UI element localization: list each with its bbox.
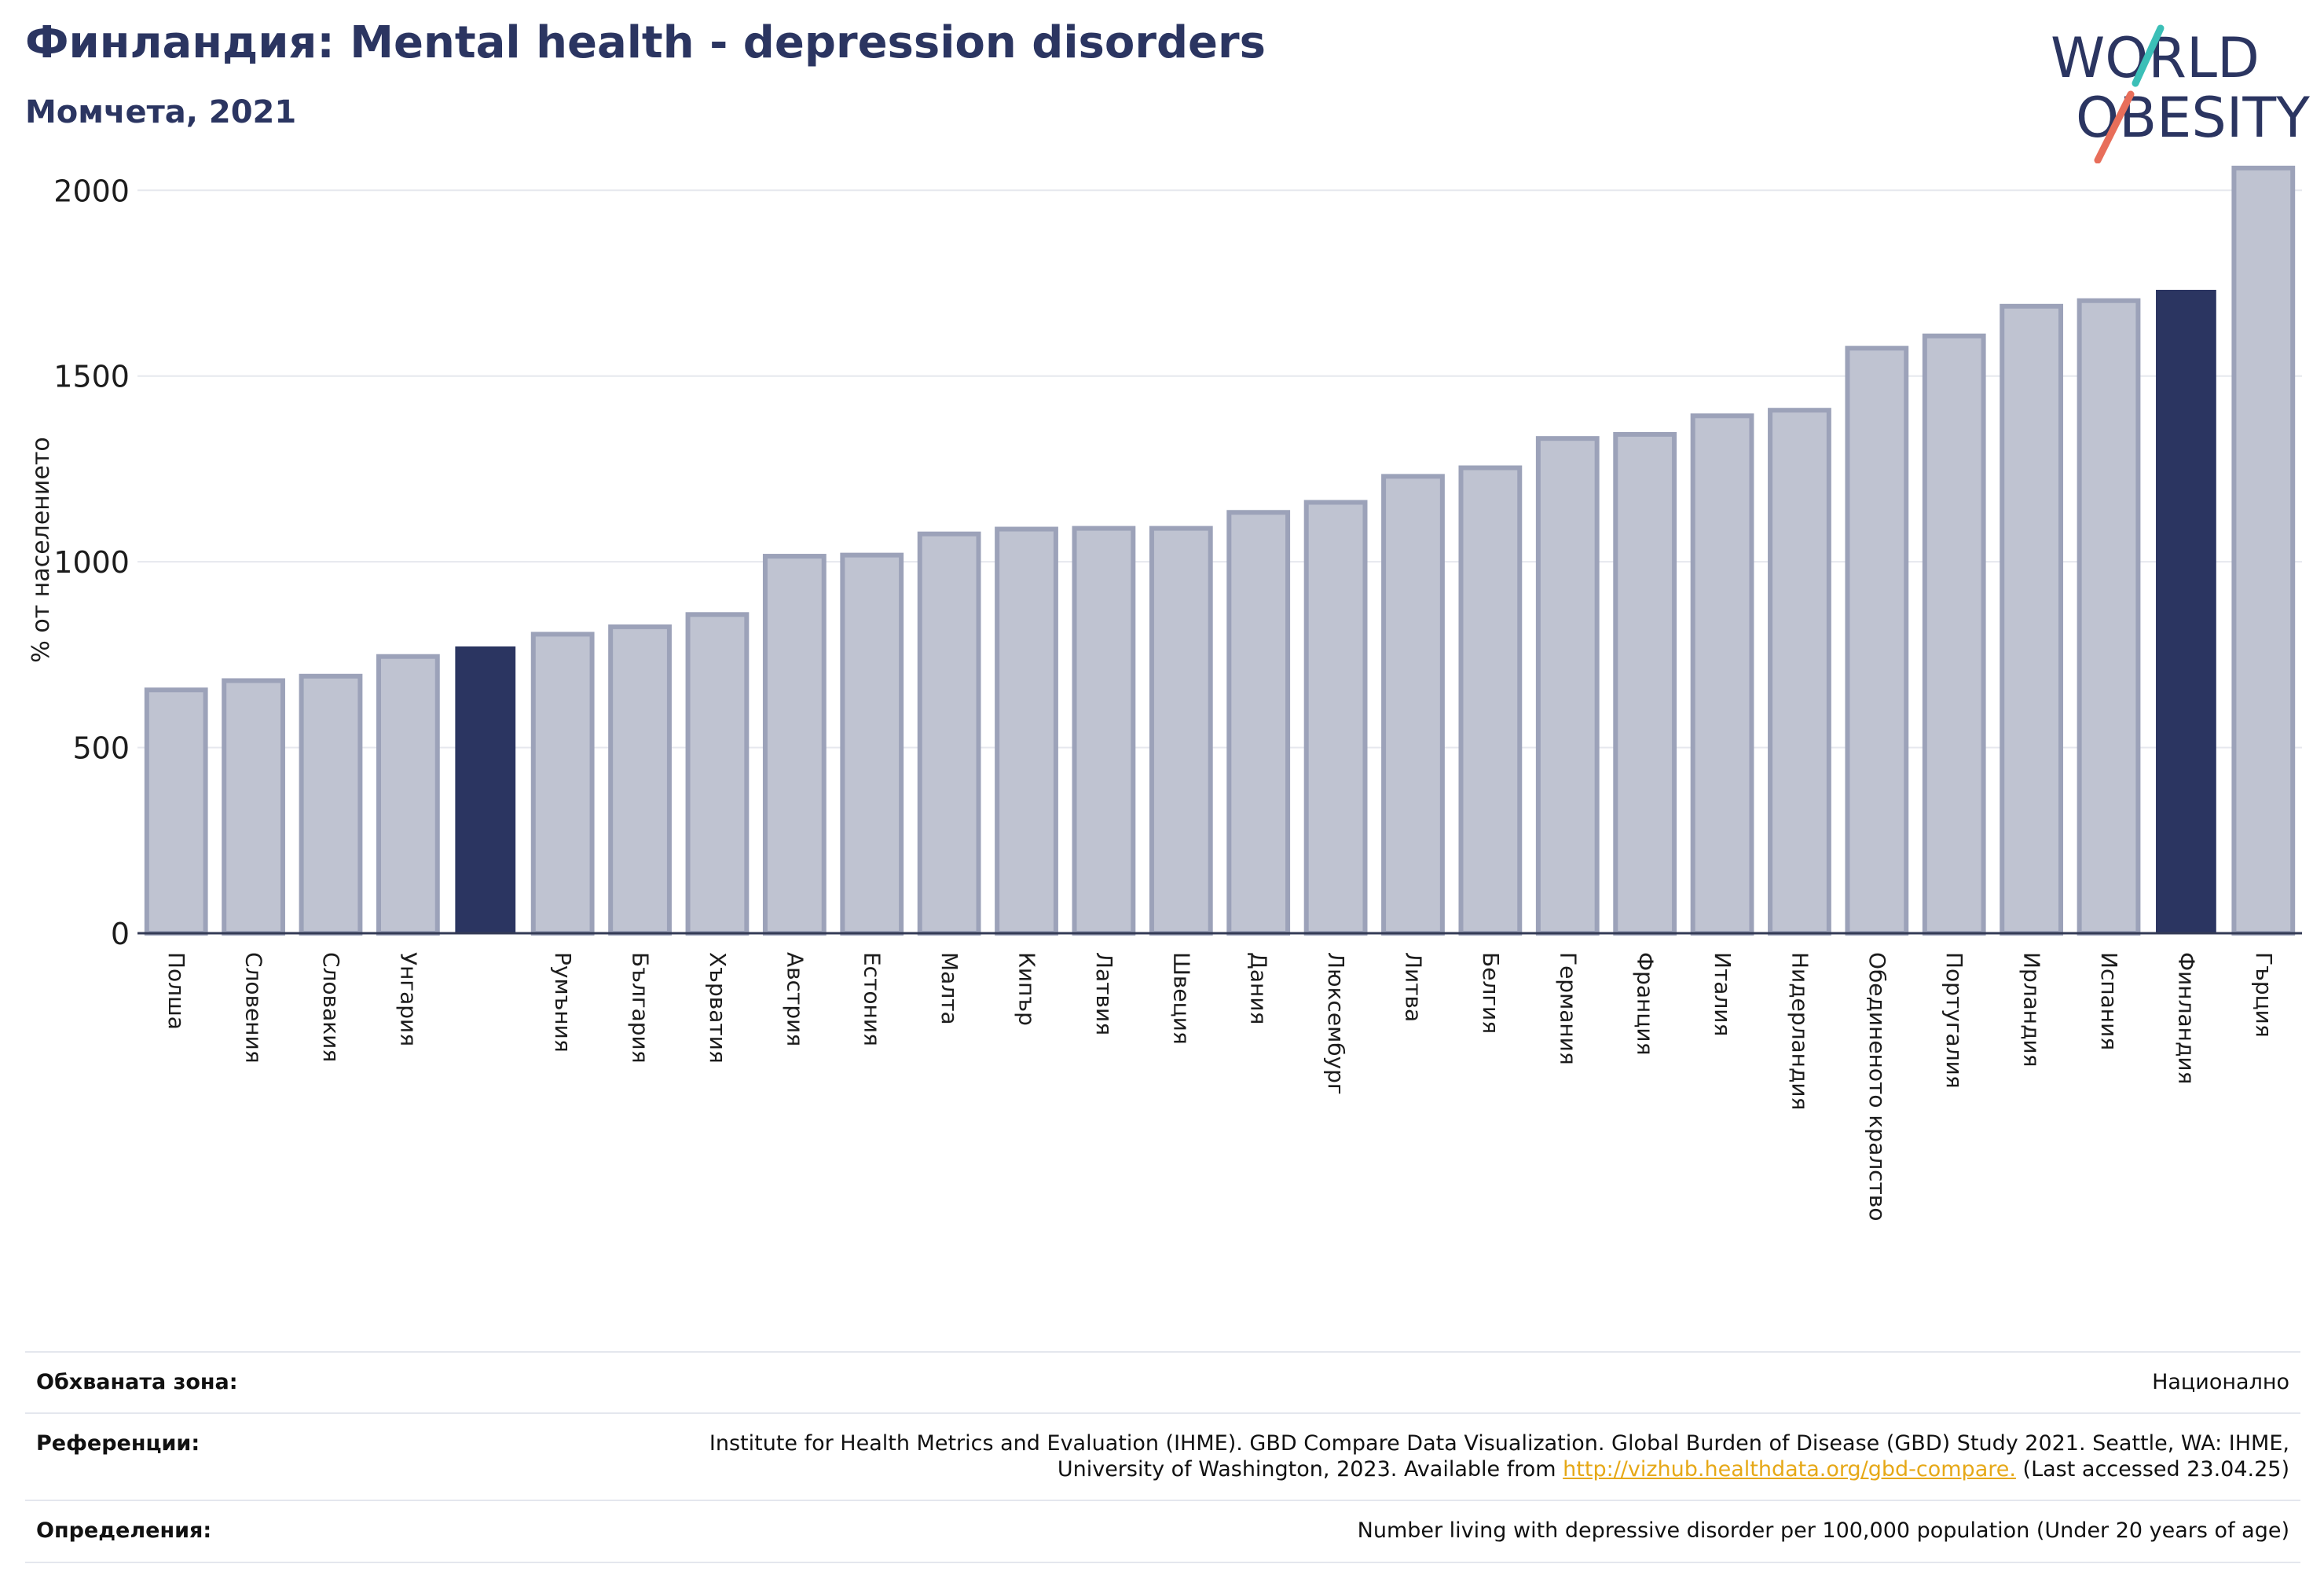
x-tick-label: Обединеното кралство: [1864, 952, 1890, 1221]
x-tick-label: Словения: [241, 952, 267, 1064]
info-table: Обхваната зона: Национално Референции: I…: [25, 1351, 2300, 1563]
bar: [1149, 526, 1213, 936]
info-row-references: Референции: Institute for Health Metrics…: [25, 1414, 2300, 1502]
bar: [917, 531, 981, 936]
bar-highlighted: [455, 646, 516, 935]
bar: [1922, 333, 1986, 936]
x-tick-label: България: [628, 952, 654, 1064]
page-title: Финландия: Mental health - depression di…: [25, 17, 1266, 68]
bar: [1381, 474, 1445, 936]
x-tick-label: Естония: [860, 952, 885, 1046]
y-tick-label: 500: [72, 731, 130, 766]
x-tick-label: Литва: [1400, 952, 1426, 1022]
y-tick-label: 1500: [53, 360, 130, 394]
x-tick-label: Германия: [1555, 952, 1581, 1065]
y-axis-label: % от населението: [27, 437, 55, 662]
bar: [1768, 408, 1831, 936]
bar: [1845, 346, 1909, 936]
y-tick-label: 1000: [53, 545, 130, 580]
bar: [995, 526, 1058, 936]
bar: [222, 678, 285, 936]
bar: [2231, 165, 2296, 936]
x-tick-label: Ирландия: [2019, 952, 2045, 1067]
bar: [2077, 298, 2141, 936]
bar: [1690, 413, 1754, 936]
logo-coral-stroke: [2094, 90, 2135, 163]
bar: [762, 554, 827, 936]
x-tick-label: Унгария: [395, 952, 421, 1046]
references-tail: (Last accessed 23.04.25): [2022, 1456, 2289, 1482]
x-tick-label: Нидерландия: [1787, 952, 1813, 1110]
x-tick-label: Австрия: [782, 952, 808, 1046]
world-obesity-logo: WORLD OBESITY: [2051, 24, 2310, 163]
x-tick-label: Люксембург: [1323, 952, 1349, 1095]
references-text: Institute for Health Metrics and Evaluat…: [709, 1431, 2289, 1482]
bar-chart: 0 500 1000 1500 2000 Полша Словения Словакия Ун…: [27, 165, 2302, 1221]
definitions-value: Number living with depressive disorder p…: [1357, 1518, 2289, 1544]
x-tick-label: Дания: [1246, 952, 1272, 1024]
x-tick-label: Швеция: [1168, 952, 1194, 1045]
logo-teal-stroke: [2132, 24, 2165, 87]
x-tick-label: Полша: [163, 952, 189, 1030]
bar: [685, 612, 750, 936]
bar: [1072, 526, 1136, 936]
x-tick-label: Латвия: [1091, 952, 1117, 1035]
references-label: Референции:: [36, 1431, 200, 1456]
bar: [530, 632, 595, 936]
x-tick-label: Белгия: [1478, 952, 1504, 1034]
x-tick-label: Испания: [2096, 952, 2122, 1050]
info-row-coverage: Обхваната зона: Национално: [25, 1353, 2300, 1415]
bar: [1458, 465, 1523, 936]
bar-highlighted: [2156, 289, 2216, 934]
x-tick-label: Хърватия: [705, 952, 731, 1064]
bar: [376, 654, 440, 936]
bar: [1535, 436, 1600, 936]
coverage-label: Обхваната зона:: [36, 1370, 238, 1394]
x-tick-label: Кипър: [1014, 952, 1040, 1026]
x-tick-label: Португалия: [1941, 952, 1967, 1089]
x-tick-label: Финландия: [2173, 952, 2199, 1084]
bar: [1226, 510, 1291, 936]
logo-text-obesity: OBESITY: [2076, 86, 2310, 150]
x-tick-label: Гърция: [2251, 952, 2277, 1038]
y-tick-label: 0: [111, 917, 130, 951]
bar: [840, 552, 904, 936]
coverage-value: Национално: [2152, 1370, 2289, 1394]
references-value: Institute for Health Metrics and Evaluat…: [600, 1431, 2289, 1482]
references-link[interactable]: http://vizhub.healthdata.org/gbd-compare…: [1563, 1456, 2016, 1482]
bar: [1303, 500, 1368, 936]
x-tick-label: Италия: [1710, 952, 1736, 1036]
x-tick-label: Словакия: [318, 952, 344, 1062]
page-subtitle: Момчета, 2021: [25, 94, 297, 130]
x-tick-label: Франция: [1633, 952, 1659, 1055]
bar: [2000, 303, 2064, 936]
bar: [1613, 431, 1677, 936]
definitions-label: Определения:: [36, 1518, 212, 1544]
bar: [144, 687, 208, 936]
bar: [299, 673, 363, 936]
x-tick-label: Румъния: [550, 952, 576, 1053]
info-row-definitions: Определения: Number living with depressi…: [25, 1501, 2300, 1563]
y-tick-label: 2000: [53, 174, 130, 208]
bar: [608, 624, 672, 936]
x-tick-label: Малта: [937, 952, 962, 1025]
